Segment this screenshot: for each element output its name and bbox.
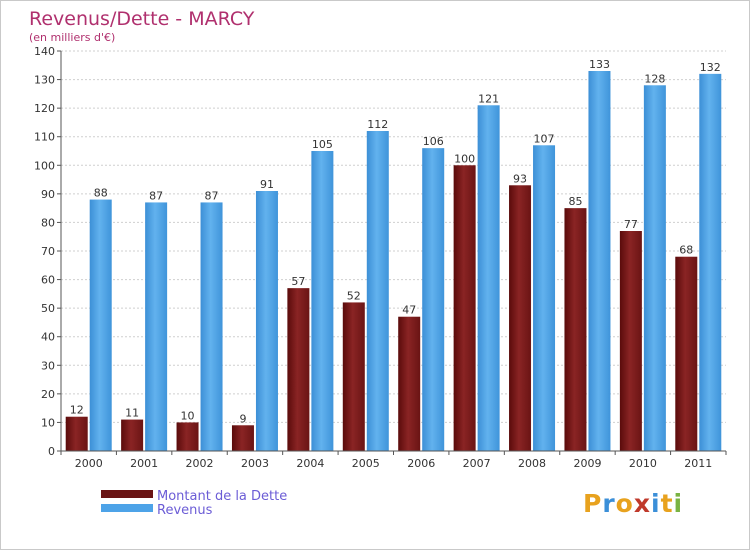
data-label-revenue: 106 [423,135,444,148]
data-label-debt: 93 [513,172,527,185]
chart-title: Revenus/Dette - MARCY [29,8,255,30]
bar-debt [453,165,476,452]
bar-revenue [533,145,556,452]
x-tick-label: 2004 [296,457,324,470]
bar-revenue [145,202,168,451]
bar-revenue [255,191,278,451]
data-label-debt: 85 [568,195,582,208]
legend-swatch-revenue [101,504,153,512]
data-label-revenue: 88 [94,187,108,200]
data-label-revenue: 128 [644,72,665,85]
bar-revenue [699,73,722,451]
bar-debt [231,425,254,451]
x-tick-label: 2000 [75,457,103,470]
logo-letter: t [660,489,674,518]
bar-revenue [311,151,334,451]
data-label-revenue: 87 [149,189,163,202]
logo-letter: o [615,489,634,518]
legend-swatch-debt [101,490,153,498]
x-tick-label: 2010 [629,457,657,470]
bar-debt [509,185,532,452]
bar-revenue [477,105,500,452]
logo-letter: i [673,489,684,518]
y-tick-label: 0 [48,445,55,458]
bar-debt [342,302,365,451]
x-tick-label: 2005 [352,457,380,470]
bar-revenue [89,199,112,451]
logo-letter: i [651,489,661,518]
legend-label-revenue: Revenus [157,503,213,518]
bar-debt [564,208,587,451]
y-tick-label: 110 [34,131,55,144]
axes: 0 10 20 30 40 50 60 70 80 90 100 110 120 130 140 2000 20… [34,45,727,470]
x-tick-label: 2007 [463,457,491,470]
bar-revenue [366,131,389,451]
data-label-revenue: 91 [260,178,274,191]
bar-debt [398,316,421,451]
data-label-revenue: 132 [700,61,721,74]
legend-label-debt: Montant de la Dette [157,489,287,504]
y-tick-label: 60 [41,274,55,287]
data-label-revenue: 87 [205,189,219,202]
bar-revenue [422,148,445,451]
bar-debt [675,256,698,451]
bar-debt [176,422,199,451]
legend: Montant de la Dette Revenus [101,489,287,518]
data-label-debt: 11 [125,407,139,420]
y-tick-label: 50 [41,302,55,315]
y-tick-label: 80 [41,216,55,229]
bars [65,71,722,452]
data-label-revenue: 112 [367,118,388,131]
data-label-debt: 100 [454,152,475,165]
proxiti-logo: Proxiti [583,489,683,518]
data-labels: 12 88 11 87 10 87 9 91 57 105 52 112 47 106 100 121 93 10… [70,58,721,425]
x-tick-label: 2001 [130,457,158,470]
y-tick-label: 130 [34,74,55,87]
data-label-debt: 10 [181,409,195,422]
x-tick-label: 2006 [407,457,435,470]
grid-lines [61,50,726,423]
data-label-revenue: 133 [589,58,610,71]
logo-letter: x [633,489,651,518]
x-tick-label: 2008 [518,457,546,470]
y-tick-label: 90 [41,188,55,201]
bar-debt [619,231,642,451]
x-tick-label: 2002 [186,457,214,470]
data-label-debt: 12 [70,404,84,417]
data-label-revenue: 121 [478,92,499,105]
logo-letter: P [583,489,603,518]
data-label-debt: 57 [291,275,305,288]
chart-subtitle: (en milliers d'€) [29,31,115,44]
x-tick-label: 2011 [684,457,712,470]
bar-revenue [200,202,223,451]
data-label-debt: 47 [402,304,416,317]
y-tick-label: 100 [34,159,55,172]
data-label-debt: 52 [347,289,361,302]
data-label-debt: 77 [624,218,638,231]
data-label-debt: 9 [239,412,246,425]
y-tick-label: 120 [34,102,55,115]
logo-letter: r [602,489,616,518]
bar-debt [121,419,144,451]
y-tick-label: 10 [41,416,55,429]
y-tick-label: 20 [41,388,55,401]
y-tick-label: 30 [41,359,55,372]
bar-revenue [588,71,611,451]
y-tick-label: 40 [41,331,55,344]
x-tick-label: 2009 [573,457,601,470]
y-tick-label: 140 [34,45,55,58]
data-label-debt: 68 [679,244,693,257]
data-label-revenue: 105 [312,138,333,151]
data-label-revenue: 107 [534,132,555,145]
bar-revenue [643,85,666,452]
bar-debt [65,416,88,451]
y-tick-label: 70 [41,245,55,258]
x-tick-label: 2003 [241,457,269,470]
bar-debt [287,288,310,451]
